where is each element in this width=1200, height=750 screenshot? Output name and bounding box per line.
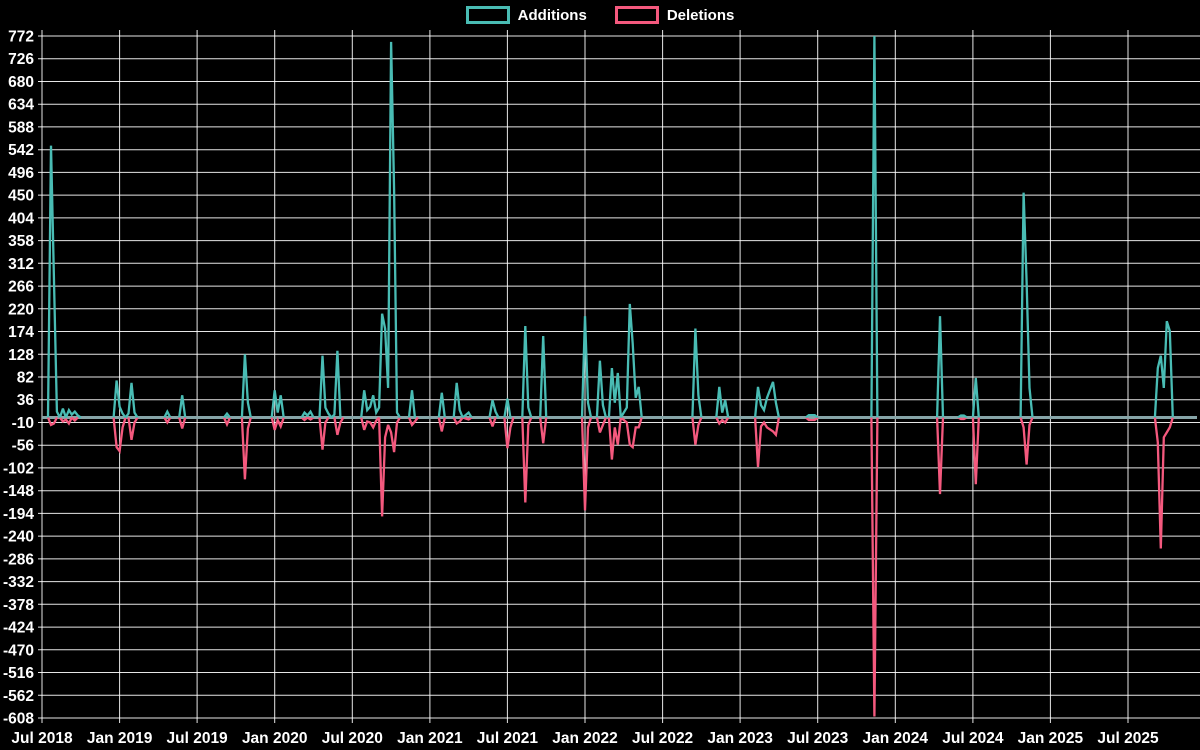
y-tick-label: 82	[17, 370, 34, 387]
y-tick-label: 312	[8, 256, 34, 273]
deletions-legend-label: Deletions	[666, 6, 735, 24]
x-tick-label: Jul 2021	[477, 730, 539, 747]
x-tick-label: Jan 2020	[242, 730, 308, 747]
y-tick-label: -424	[3, 620, 34, 637]
y-tick-label: -516	[3, 665, 34, 682]
h-gridlines	[38, 35, 1200, 719]
y-tick-label: -240	[3, 529, 34, 546]
y-tick-label: -286	[3, 551, 34, 568]
v-gridlines	[41, 30, 1129, 723]
x-tick-label: Jul 2020	[322, 730, 383, 747]
x-tick-label: Jan 2019	[87, 730, 153, 747]
legend-item-additions[interactable]: Additions	[465, 6, 587, 24]
y-tick-label: -56	[12, 438, 35, 455]
y-tick-label: 36	[17, 392, 35, 409]
x-axis-labels: Jul 2018 Jan 2019 Jul 2019 Jan 2020 Jul 2020…	[11, 730, 1159, 747]
y-tick-label: 726	[8, 51, 34, 68]
y-tick-label: 634	[8, 97, 34, 114]
y-tick-label: 588	[8, 119, 34, 136]
y-tick-label: -608	[3, 711, 34, 728]
y-tick-label: -332	[3, 574, 34, 591]
y-tick-label: -378	[3, 597, 34, 614]
additions-legend-label: Additions	[517, 6, 587, 24]
x-tick-label: Jan 2024	[863, 730, 929, 747]
deletions-series-line	[46, 416, 1174, 717]
y-tick-label: 220	[8, 301, 34, 318]
y-tick-label: -10	[12, 415, 34, 432]
x-tick-label: Jul 2019	[167, 730, 229, 747]
y-tick-label: -148	[3, 483, 34, 500]
y-tick-label: 450	[8, 188, 34, 205]
x-tick-label: Jan 2022	[552, 730, 618, 747]
additions-series-line	[46, 35, 1174, 419]
y-tick-label: 266	[8, 279, 34, 296]
additions-swatch-icon	[465, 6, 510, 24]
y-tick-label: 358	[8, 233, 34, 250]
y-tick-label: -102	[3, 460, 34, 477]
y-tick-label: 174	[8, 324, 34, 341]
x-tick-label: Jan 2025	[1018, 730, 1084, 747]
legend-item-deletions[interactable]: Deletions	[614, 6, 735, 24]
chart-legend: Additions Deletions	[0, 6, 1200, 24]
y-axis-labels: 772 726 680 634 588 542 496 450 404 358 312 266 220 1…	[3, 29, 34, 728]
y-tick-label: 128	[8, 347, 34, 364]
y-tick-label: -470	[3, 642, 34, 659]
y-tick-label: 404	[8, 210, 34, 227]
y-tick-label: 542	[8, 142, 34, 159]
y-tick-label: -194	[3, 506, 34, 523]
y-tick-label: 772	[8, 29, 34, 46]
x-tick-label: Jan 2023	[707, 730, 773, 747]
x-tick-label: Jul 2018	[11, 730, 73, 747]
x-tick-label: Jul 2024	[942, 730, 1004, 747]
deletions-swatch-icon	[614, 6, 659, 24]
x-tick-label: Jul 2022	[632, 730, 693, 747]
y-tick-label: -562	[3, 688, 34, 705]
y-tick-label: 496	[8, 165, 34, 182]
x-tick-label: Jul 2023	[787, 730, 849, 747]
y-tick-label: 680	[8, 74, 34, 91]
x-tick-label: Jan 2021	[397, 730, 463, 747]
x-tick-label: Jul 2025	[1097, 730, 1159, 747]
